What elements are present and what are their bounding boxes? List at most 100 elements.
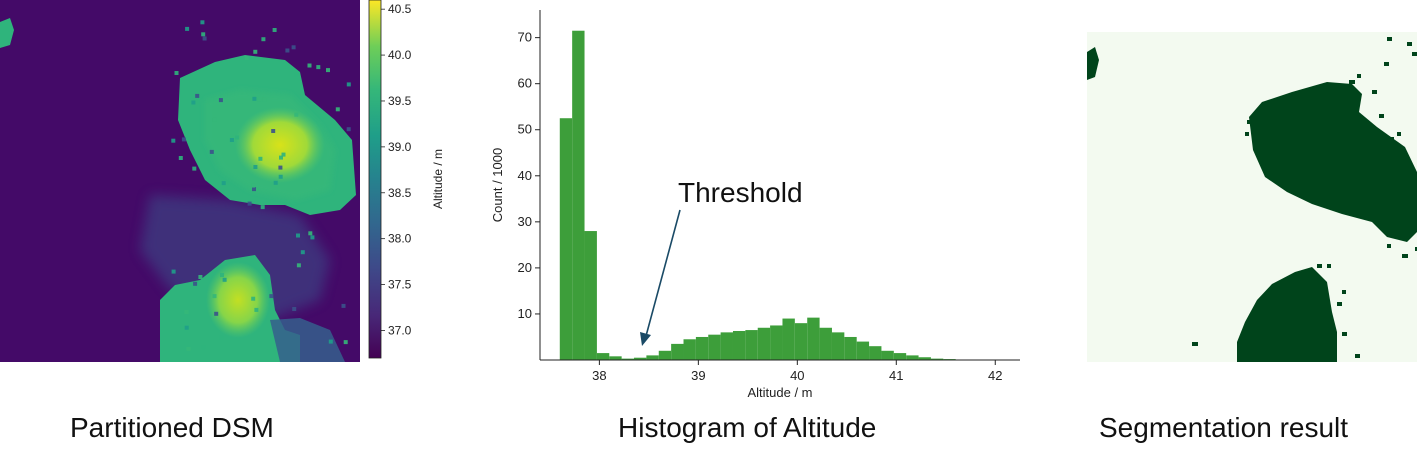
- histogram-bar: [683, 339, 696, 360]
- dsm-speck: [219, 335, 224, 340]
- x-tick-label: 40: [790, 368, 804, 383]
- histogram-bar: [609, 356, 622, 360]
- dsm-speck: [262, 97, 267, 102]
- histogram-bar: [807, 317, 820, 360]
- histogram-bar: [770, 325, 783, 360]
- threshold-arrow-head: [640, 332, 651, 346]
- segmentation-speck: [1192, 342, 1198, 346]
- dsm-speck: [278, 165, 283, 170]
- dsm-speck: [174, 71, 179, 75]
- dsm-speck: [209, 149, 214, 154]
- segmentation-speck: [1357, 74, 1361, 78]
- x-tick-label: 39: [691, 368, 705, 383]
- dsm-speck: [222, 277, 227, 282]
- segmentation-speck: [1337, 302, 1342, 306]
- segmentation-speck: [1372, 90, 1377, 94]
- dsm-speck: [252, 187, 256, 192]
- histogram-bar: [757, 327, 771, 360]
- x-axis-ticks: 38 39 40 41 42: [592, 360, 1002, 383]
- dsm-speck: [253, 49, 258, 54]
- histogram-bar: [794, 323, 808, 360]
- segmentation-speck: [1342, 332, 1347, 336]
- dsm-speck: [341, 303, 346, 308]
- dsm-speck: [195, 93, 200, 98]
- histogram-bars: [559, 30, 981, 360]
- histogram-bar: [819, 327, 832, 360]
- segmentation-speck: [1245, 132, 1249, 136]
- segmentation-map: [1087, 32, 1417, 362]
- histogram-bar: [695, 336, 709, 360]
- segmentation-speck: [1415, 247, 1417, 251]
- colorbar-tick-label: 38.0: [388, 232, 412, 246]
- y-axis-label: Count / 1000: [490, 148, 505, 222]
- histogram-bar: [844, 336, 857, 360]
- segmentation-speck: [1389, 137, 1394, 141]
- segmentation-speck: [1407, 42, 1412, 46]
- histogram-bar: [572, 30, 585, 360]
- dsm-speck: [202, 36, 207, 41]
- dsm-lower-peak: [206, 262, 270, 338]
- dsm-speck: [251, 183, 256, 188]
- histogram-bar: [720, 332, 733, 360]
- threshold-annotation: Threshold: [678, 177, 803, 208]
- histogram-bar: [745, 330, 758, 360]
- dsm-speck: [212, 117, 217, 122]
- dsm-speck: [235, 135, 240, 140]
- segmentation-speck: [1317, 264, 1322, 268]
- segmentation-speck: [1355, 354, 1360, 358]
- x-tick-label: 41: [889, 368, 903, 383]
- dsm-speck: [201, 345, 206, 350]
- dsm-speck: [260, 205, 265, 210]
- dsm-speck: [184, 325, 189, 330]
- dsm-speck: [254, 307, 259, 312]
- dsm-speck: [171, 269, 176, 274]
- dsm-upper-peak: [235, 107, 325, 183]
- dsm-speck: [335, 107, 340, 112]
- dsm-speck: [218, 98, 223, 103]
- histogram-chart: 38 39 40 41 42 10 20 30 40 50 60 70 Altitude / m C…: [490, 10, 1020, 400]
- histogram-bar: [634, 357, 647, 360]
- segmentation-lower-region: [1237, 267, 1337, 362]
- dsm-speck: [273, 180, 278, 185]
- dsm-speck: [307, 63, 312, 68]
- dsm-speck: [296, 263, 301, 268]
- histogram-bar: [906, 355, 919, 360]
- dsm-speck: [316, 65, 321, 70]
- dsm-speck: [326, 68, 330, 73]
- dsm-speck: [214, 311, 219, 316]
- x-tick-label: 38: [592, 368, 606, 383]
- histogram-bar: [869, 346, 882, 360]
- histogram-bar: [596, 353, 610, 360]
- histogram-caption: Histogram of Altitude: [618, 412, 877, 443]
- segmentation-speck: [1349, 80, 1355, 84]
- segmentation-corner-blob: [1087, 47, 1099, 80]
- dsm-speck: [186, 346, 191, 351]
- dsm-speck: [244, 56, 249, 60]
- dsm-speck: [310, 235, 315, 240]
- dsm-speck: [308, 231, 313, 236]
- histogram-bar: [881, 350, 894, 360]
- dsm-speck: [181, 137, 186, 142]
- histogram-bar: [831, 332, 845, 360]
- y-axis-ticks: 10 20 30 40 50 60 70: [518, 30, 540, 321]
- dsm-speck: [257, 97, 262, 102]
- y-tick-label: 60: [518, 76, 532, 91]
- colorbar-gradient: [368, 0, 382, 359]
- dsm-speck: [294, 72, 299, 77]
- dsm-speck: [191, 100, 196, 105]
- dsm-speck: [220, 273, 224, 277]
- dsm-speck: [346, 127, 351, 132]
- dsm-speck: [271, 129, 276, 133]
- dsm-speck: [247, 201, 252, 206]
- x-tick-label: 42: [988, 368, 1002, 383]
- threshold-arrow: [645, 209, 681, 337]
- dsm-speck: [251, 296, 256, 301]
- histogram-bar: [893, 353, 907, 360]
- dsm-speck: [185, 26, 190, 31]
- dsm-speck: [252, 96, 257, 101]
- dsm-speck: [261, 37, 266, 42]
- segmentation-speck: [1397, 132, 1401, 136]
- segmentation-upper-region: [1249, 82, 1417, 242]
- segmentation-speck: [1387, 244, 1391, 248]
